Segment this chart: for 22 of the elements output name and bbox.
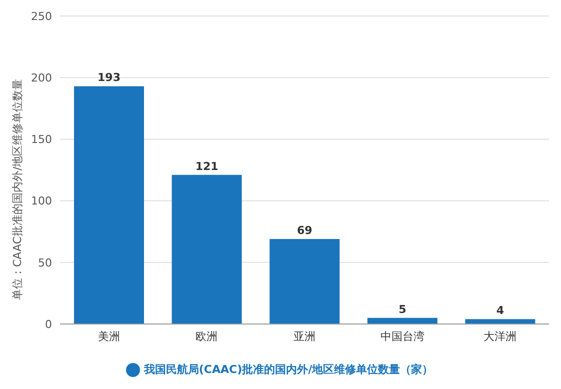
y-tick-label: 200	[31, 72, 52, 85]
data-label: 193	[98, 71, 120, 84]
y-axis-title: 单位：CAAC批准的国内外/地区维修单位数量	[10, 78, 24, 300]
bar	[270, 238, 340, 324]
y-tick-label: 150	[31, 133, 52, 146]
data-label: 4	[496, 304, 504, 318]
bar	[172, 174, 242, 324]
x-tick-label: 亚洲	[294, 330, 316, 343]
y-tick-label: 250	[31, 10, 52, 23]
y-tick-label: 0	[45, 318, 52, 331]
data-label: 69	[296, 224, 312, 237]
bar	[465, 319, 536, 324]
x-tick-label: 欧洲	[196, 330, 218, 343]
y-tick-label: 100	[31, 194, 52, 208]
x-tick-label: 美洲	[98, 330, 120, 343]
x-tick-label: 大洋洲	[484, 330, 517, 343]
data-label: 121	[195, 160, 218, 173]
bar	[74, 86, 144, 324]
x-tick-label: 中国台湾	[380, 330, 424, 343]
data-label: 5	[398, 302, 406, 316]
legend-label: 我国民航局(CAAC)批准的国内外/地区维修单位数量（家）	[144, 363, 434, 376]
y-tick-label: 50	[38, 256, 52, 270]
